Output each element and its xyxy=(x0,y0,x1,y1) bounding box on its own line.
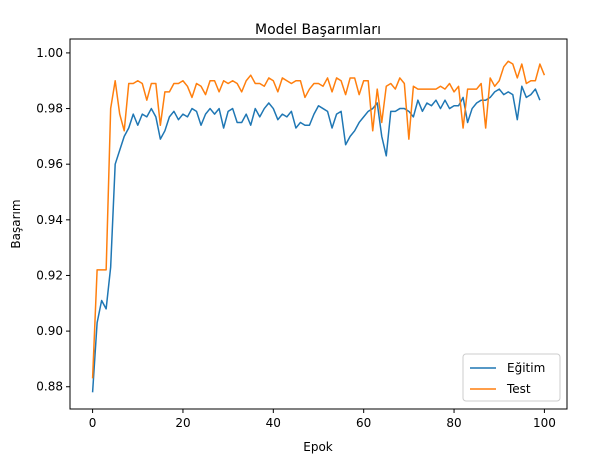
x-tick-label: 60 xyxy=(356,416,371,430)
legend: Eğitim Test xyxy=(462,353,561,402)
y-tick-label: 1.00 xyxy=(36,46,63,60)
x-tick-label: 20 xyxy=(175,416,190,430)
y-tick-label: 0.92 xyxy=(36,268,63,282)
plot-lines xyxy=(91,60,546,393)
y-axis: 0.88 0.90 0.92 0.94 0.96 0.98 1.00 xyxy=(36,46,70,394)
y-tick-label: 0.94 xyxy=(36,213,63,227)
y-tick-label: 0.88 xyxy=(36,380,63,394)
plot-frame xyxy=(69,38,568,410)
x-tick-label: 40 xyxy=(266,416,281,430)
x-axis: 0 20 40 60 80 100 xyxy=(89,409,556,430)
y-tick-label: 0.90 xyxy=(36,324,63,338)
chart-title: Model Başarımları xyxy=(255,22,381,38)
y-tick-label: 0.96 xyxy=(36,157,63,171)
series-line-test xyxy=(91,60,546,379)
x-tick-label: 80 xyxy=(446,416,461,430)
legend-label-test: Test xyxy=(506,382,531,396)
legend-label-egitim: Eğitim xyxy=(507,361,545,375)
y-tick-label: 0.98 xyxy=(36,102,63,116)
x-axis-label: Epok xyxy=(303,440,333,454)
y-axis-label: Başarım xyxy=(9,199,23,248)
x-tick-label: 0 xyxy=(89,416,97,430)
x-tick-label: 100 xyxy=(533,416,556,430)
